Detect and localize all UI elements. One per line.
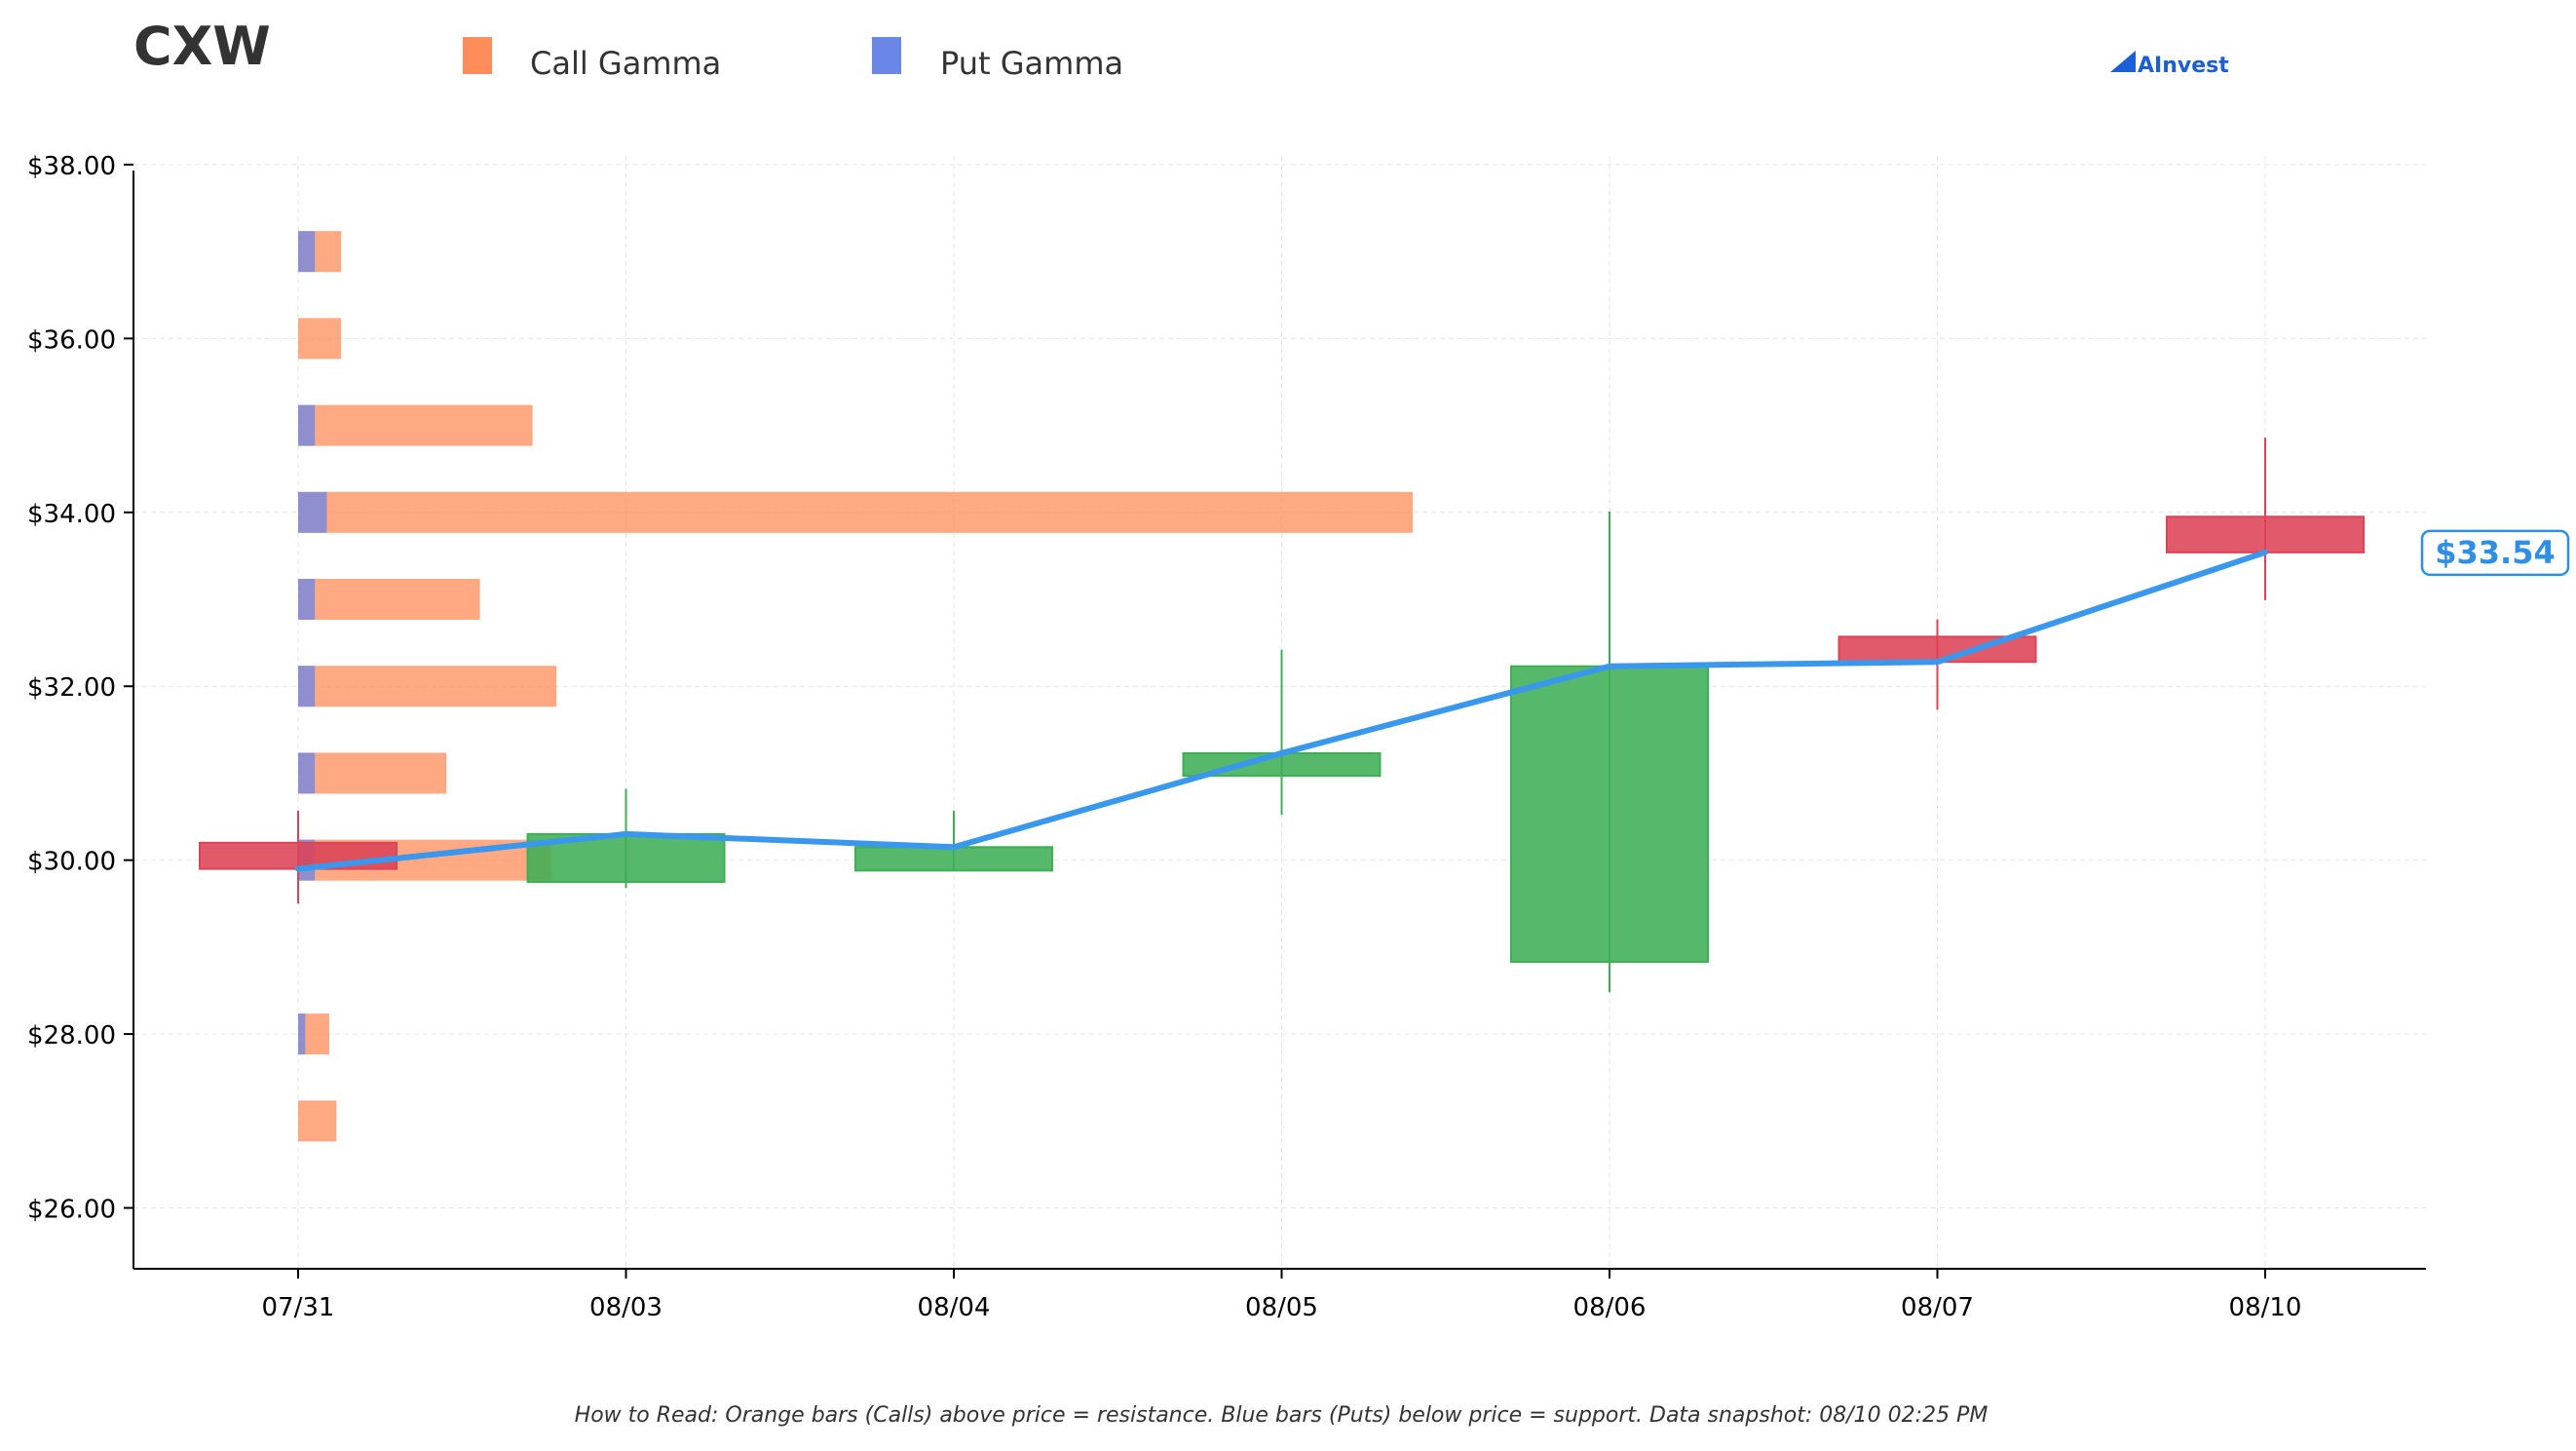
y-tick-label: $36.00 xyxy=(27,325,116,355)
candle-body xyxy=(199,841,398,870)
put-gamma-bar xyxy=(298,404,316,446)
brand-name: AInvest xyxy=(2138,54,2229,78)
axes: $26.00 $28.00 $30.00 $32.00 $34.00 $36.00 $38.… xyxy=(27,152,2426,1322)
x-tick-label: 08/06 xyxy=(1573,1293,1647,1322)
close-line-layer xyxy=(295,549,2268,872)
x-tick-label: 08/07 xyxy=(1901,1293,1974,1322)
legend-put-label: Put Gamma xyxy=(940,45,1123,82)
last-price-label: $33.54 xyxy=(2435,534,2555,571)
last-price-badge: $33.54 xyxy=(2420,529,2570,577)
put-gamma-bar xyxy=(298,579,316,621)
legend-call-swatch xyxy=(463,37,492,74)
candle-body xyxy=(1510,665,1709,964)
candle-body xyxy=(2166,515,2365,554)
call-gamma-bar xyxy=(298,491,1414,533)
chart-title: CXW xyxy=(133,16,271,77)
x-tick-label: 08/04 xyxy=(918,1293,991,1322)
y-tick-label: $32.00 xyxy=(27,673,116,703)
gamma-bars xyxy=(298,231,1414,1142)
y-tick-label: $30.00 xyxy=(27,848,116,877)
candle-body xyxy=(1837,635,2037,664)
candle-body xyxy=(526,832,726,883)
legend-call-label: Call Gamma xyxy=(530,45,721,82)
x-tick-label: 08/10 xyxy=(2229,1293,2302,1322)
put-gamma-bar xyxy=(298,666,316,707)
last-price-box xyxy=(2420,529,2570,577)
x-tick-label: 07/31 xyxy=(262,1293,335,1322)
call-gamma-bar xyxy=(298,752,447,794)
close-price-line xyxy=(295,549,2268,872)
call-gamma-bar xyxy=(298,666,557,707)
brand-logo: AInvest xyxy=(2110,51,2229,78)
footnote: How to Read: Orange bars (Calls) above p… xyxy=(575,1403,1989,1428)
call-gamma-bar xyxy=(298,1100,337,1142)
y-tick-label: $34.00 xyxy=(27,500,116,529)
call-gamma-bar xyxy=(298,404,533,446)
call-gamma-bar xyxy=(298,318,342,360)
put-gamma-bar xyxy=(298,752,316,794)
x-tick-label: 08/03 xyxy=(589,1293,663,1322)
put-gamma-bar xyxy=(298,1013,306,1055)
grid xyxy=(133,156,2426,1269)
put-gamma-bar xyxy=(298,491,327,533)
call-gamma-bar xyxy=(298,579,480,621)
candle-body xyxy=(854,846,1053,872)
brand-chart-icon xyxy=(2110,51,2136,72)
y-tick-label: $28.00 xyxy=(27,1021,116,1050)
legend-put-swatch xyxy=(872,37,901,74)
x-tick-label: 08/05 xyxy=(1245,1293,1318,1322)
y-tick-label: $38.00 xyxy=(27,152,116,181)
y-tick-label: $26.00 xyxy=(27,1196,116,1225)
put-gamma-bar xyxy=(298,231,316,273)
